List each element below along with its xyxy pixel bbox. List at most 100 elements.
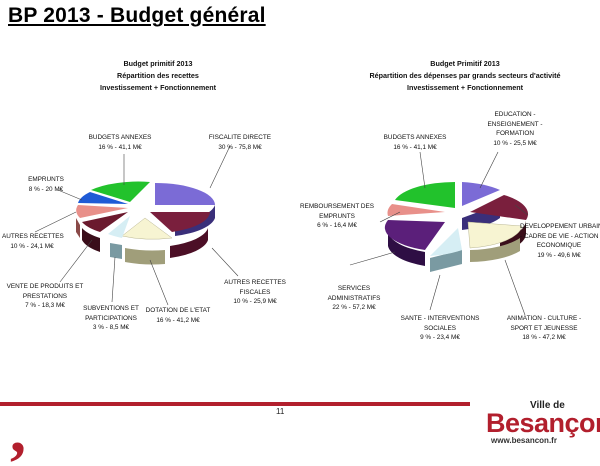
- label-autres-recettes: AUTRES RECETTES 10 % - 24,1 M€: [2, 232, 64, 251]
- label-line: VENTE DE PRODUITS ET: [6, 283, 84, 290]
- right-slice-side-sante: [430, 250, 462, 272]
- left-slice-subventions: [108, 216, 130, 238]
- right-slice-side-animation: [470, 238, 520, 262]
- label-line: 30 % - 75,8 M€: [218, 143, 262, 151]
- label-line: EMPRUNTS: [28, 176, 64, 183]
- label-education: EDUCATION - ENSEIGNEMENT - FORMATION 10 …: [480, 110, 550, 148]
- leader-line: [514, 204, 529, 216]
- logo-ville-text: Ville de: [530, 400, 565, 411]
- page-number: 11: [276, 407, 285, 416]
- label-line: PRESTATIONS: [22, 292, 68, 300]
- label-animation: ANIMATION - CULTURE - SPORT ET JEUNESSE …: [498, 314, 590, 343]
- leader-line: [34, 211, 77, 233]
- label-line: 16 % - 41,2 M€: [156, 316, 200, 324]
- left-chart-title-line: Budget primitif 2013: [123, 59, 193, 68]
- left-chart-title: Budget primitif 2013 Répartition des rec…: [88, 58, 228, 94]
- left-slice-side-subventions: [110, 243, 122, 259]
- label-remboursement: REMBOURSEMENT DES EMPRUNTS 6 % - 16,4 M€: [295, 202, 379, 231]
- label-line: SPORT ET JEUNESSE: [510, 324, 578, 332]
- left-slice-fiscales: [150, 212, 210, 232]
- label-line: 10 % - 24,1 M€: [10, 242, 54, 250]
- label-fiscalite-directe: FISCALITE DIRECTE 30 % - 75,8 M€: [205, 133, 275, 152]
- label-budgets-annexes: BUDGETS ANNEXES 16 % - 41,1 M€: [80, 133, 160, 152]
- leader-line: [211, 247, 239, 277]
- footer-divider: [0, 402, 470, 406]
- left-slice-dotation: [121, 217, 173, 240]
- label-sante: SANTE - INTERVENTIONS SOCIALES 9 % - 23,…: [398, 314, 482, 343]
- leader-line: [149, 259, 169, 306]
- label-line: - CADRE DE VIE - ACTION: [520, 232, 599, 240]
- left-chart-title-line: Investissement + Fonctionnement: [99, 83, 217, 92]
- left-chart-title-line: Répartition des recettes: [117, 71, 199, 80]
- label-line: 8 % - 20 M€: [28, 185, 64, 193]
- label-line: SUBVENTIONS ET: [83, 305, 139, 312]
- left-slice-side-dotation: [125, 248, 165, 265]
- brand-comma-icon: ,: [10, 395, 26, 466]
- left-slice-emprunts: [78, 192, 128, 204]
- right-chart-title-line: Répartition des dépenses par grands sect…: [369, 71, 561, 80]
- left-slice-autres: [76, 205, 128, 218]
- leader-line: [59, 239, 93, 283]
- label-developpement: DEVELOPPEMENT URBAIN - CADRE DE VIE - AC…: [520, 222, 600, 260]
- leader-line: [504, 259, 526, 316]
- label-line: FISCALES: [239, 288, 271, 296]
- label-dotation-etat: DOTATION DE L'ETAT 16 % - 41,2 M€: [140, 306, 216, 325]
- label-line: AUTRES RECETTES: [224, 279, 286, 286]
- label-line: EMPRUNTS: [319, 212, 355, 220]
- left-slice-side-fiscalite: [155, 205, 215, 236]
- label-line: 18 % - 47,2 M€: [522, 334, 566, 341]
- label-line: 22 % - 57,2 M€: [332, 304, 376, 311]
- label-line: SANTE - INTERVENTIONS: [400, 315, 480, 322]
- left-slice-side-autres: [76, 218, 80, 238]
- left-slice-vente: [82, 212, 128, 232]
- leader-line: [209, 145, 231, 189]
- leader-line: [57, 189, 83, 201]
- label-line: DOTATION DE L'ETAT: [145, 307, 211, 314]
- label-line: 10 % - 25,5 M€: [493, 139, 537, 147]
- label-vente-produits: VENTE DE PRODUITS ET PRESTATIONS 7 % - 1…: [4, 282, 86, 311]
- label-line: REMBOURSEMENT DES: [299, 203, 375, 210]
- label-line: 16 % - 41,1 M€: [98, 143, 142, 151]
- leader-line: [111, 256, 116, 303]
- leader-line: [349, 251, 396, 266]
- label-line: SOCIALES: [424, 324, 456, 332]
- label-line: FORMATION: [496, 130, 534, 137]
- leader-line: [429, 274, 441, 311]
- pie-charts: [34, 145, 529, 316]
- right-slice-education: [462, 182, 500, 206]
- label-line: 10 % - 25,9 M€: [233, 298, 277, 305]
- label-budgets-annexes-right: BUDGETS ANNEXES 16 % - 41,1 M€: [375, 133, 455, 152]
- page-title: BP 2013 - Budget général: [8, 4, 266, 27]
- label-line: FISCALITE DIRECTE: [208, 134, 272, 141]
- left-slice-side-vente: [82, 228, 100, 252]
- leader-line: [379, 211, 401, 223]
- label-line: 19 % - 49,6 M€: [537, 251, 581, 259]
- label-emprunts: EMPRUNTS 8 % - 20 M€: [24, 175, 68, 194]
- right-slice-services: [384, 220, 445, 250]
- right-slice-remboursement: [387, 204, 445, 216]
- label-line: ECONOMIQUE: [536, 242, 582, 249]
- right-chart-title-line: Budget Primitif 2013: [430, 59, 500, 68]
- label-line: DEVELOPPEMENT URBAIN: [520, 223, 600, 230]
- label-line: 16 % - 41,1 M€: [393, 143, 437, 151]
- leader-line: [479, 151, 499, 189]
- label-services-admin: SERVICES ADMINISTRATIFS 22 % - 57,2 M€: [322, 284, 386, 313]
- label-autres-recettes-fiscales: AUTRES RECETTES FISCALES 10 % - 25,9 M€: [224, 278, 286, 307]
- right-chart-title-line: Investissement + Fonctionnement: [406, 83, 524, 92]
- label-line: SERVICES: [337, 285, 371, 292]
- right-slice-sante: [430, 228, 462, 256]
- label-line: 6 % - 16,4 M€: [317, 222, 357, 229]
- left-pie: [34, 145, 239, 306]
- right-slice-animation: [467, 221, 523, 249]
- right-slice-side-services: [388, 232, 425, 266]
- logo-city-name: Besançon: [486, 408, 600, 438]
- left-slice-fiscalite: [155, 183, 215, 205]
- label-line: BUDGETS ANNEXES: [88, 134, 152, 141]
- label-line: BUDGETS ANNEXES: [383, 134, 447, 141]
- label-line: ANIMATION - CULTURE -: [506, 315, 582, 322]
- logo-url: www.besancon.fr: [491, 436, 557, 445]
- label-line: 3 % - 8,5 M€: [92, 324, 130, 331]
- right-pie: [349, 151, 529, 316]
- label-line: PARTICIPATIONS: [85, 314, 137, 322]
- left-slice-side-fiscales: [170, 228, 208, 258]
